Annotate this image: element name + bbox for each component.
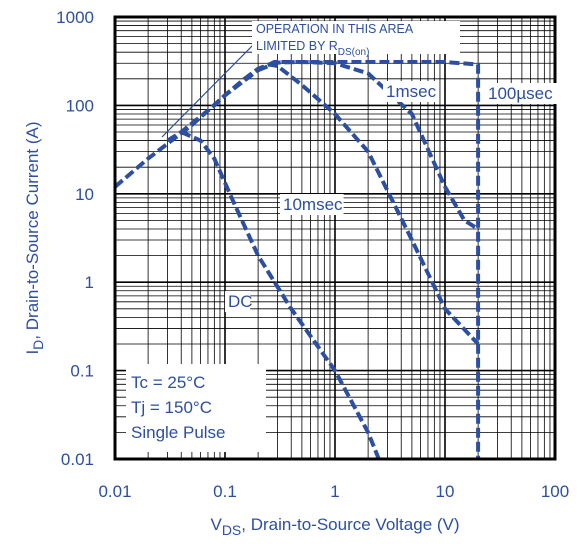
annotation-leader bbox=[161, 42, 256, 138]
y-tick-label: 1 bbox=[85, 273, 94, 292]
series-label-10msec: 10msec bbox=[283, 195, 343, 214]
y-tick-label: 1000 bbox=[56, 8, 94, 27]
series-label-1msec: 1msec bbox=[386, 82, 437, 101]
x-tick-labels: 0.01 0.1 1 10 100 bbox=[98, 482, 569, 501]
y-axis-title-main: I bbox=[23, 350, 42, 355]
y-tick-label: 10 bbox=[75, 185, 94, 204]
x-tick-label: 1 bbox=[330, 482, 339, 501]
series-dc-line bbox=[180, 130, 381, 460]
y-tick-label: 100 bbox=[66, 96, 94, 115]
series-1msec-line bbox=[257, 60, 480, 231]
x-tick-label: 0.1 bbox=[213, 482, 237, 501]
curves bbox=[113, 60, 481, 460]
annotation-line1: OPERATION IN THIS AREA bbox=[256, 22, 414, 36]
condition-pulse: Single Pulse bbox=[131, 423, 226, 442]
y-axis-title: ID, Drain-to-Source Current (A) bbox=[23, 121, 46, 354]
series-labels: 100µsec 1msec 10msec DC bbox=[225, 81, 559, 312]
x-tick-label: 100 bbox=[541, 482, 569, 501]
annotation-line2: LIMITED BY RDS(on) bbox=[256, 39, 369, 58]
series-label-100sec: 100µsec bbox=[488, 84, 553, 103]
y-tick-label: 0.1 bbox=[70, 362, 94, 381]
y-axis-title-sub: D bbox=[30, 340, 46, 350]
y-axis-title-rest: , Drain-to-Source Current (A) bbox=[23, 121, 42, 339]
condition-tj: Tj = 150°C bbox=[131, 398, 212, 417]
series-label-dc: DC bbox=[228, 292, 253, 311]
annotation-line2-sub: DS(on) bbox=[338, 47, 370, 58]
annotation-bg bbox=[252, 21, 460, 54]
x-axis-title-main: V bbox=[210, 515, 222, 534]
x-axis-title-sub: DS bbox=[222, 522, 241, 538]
series-label-bg bbox=[383, 81, 437, 102]
series-label-bg bbox=[485, 83, 559, 104]
conditions-bg bbox=[126, 364, 266, 452]
y-tick-label: 0.01 bbox=[61, 450, 94, 469]
x-axis-title: VDS, Drain-to-Source Voltage (V) bbox=[210, 515, 459, 538]
x-tick-label: 10 bbox=[436, 482, 455, 501]
series-label-bg bbox=[280, 194, 344, 215]
plot-frame bbox=[113, 15, 557, 461]
condition-tc: Tc = 25°C bbox=[131, 373, 205, 392]
series-label-bg bbox=[225, 291, 251, 312]
series-10msec-line bbox=[166, 62, 480, 346]
x-axis-title-rest: , Drain-to-Source Voltage (V) bbox=[241, 515, 459, 534]
x-tick-label: 0.01 bbox=[98, 482, 131, 501]
annotation-line2-main: LIMITED BY R bbox=[256, 39, 338, 53]
y-tick-labels: 0.01 0.1 1 10 100 1000 bbox=[56, 8, 94, 469]
